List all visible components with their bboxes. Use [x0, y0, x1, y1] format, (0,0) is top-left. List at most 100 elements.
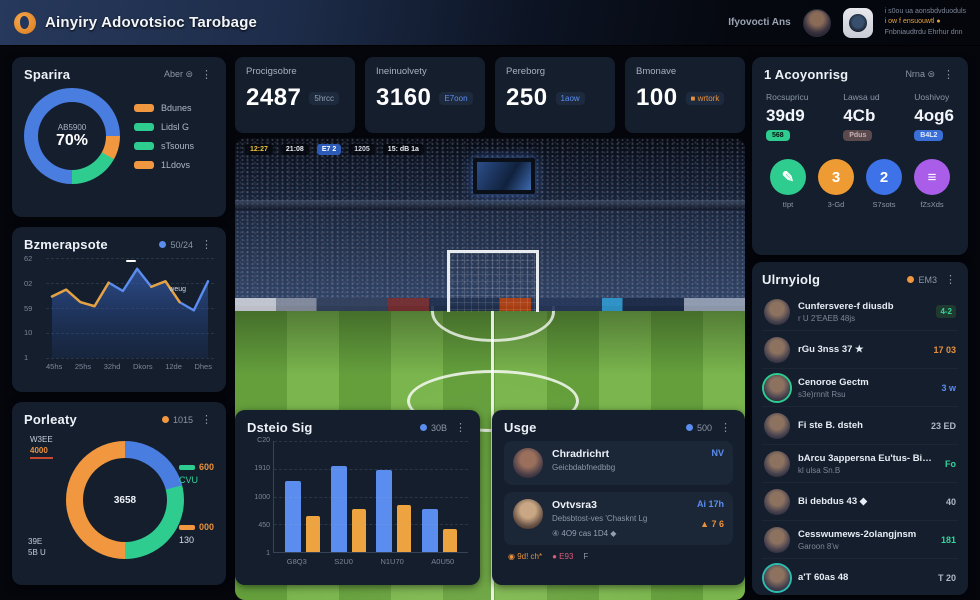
peak-marker — [126, 260, 136, 262]
legend-item: sTsouns — [134, 141, 194, 151]
scoreboard-item: 15: dB 1a — [382, 144, 424, 155]
more-menu-icon[interactable]: ⋮ — [720, 422, 731, 434]
bar-group — [285, 441, 321, 552]
user-stat: 23 ED — [930, 420, 956, 431]
more-menu-icon[interactable]: ⋮ — [945, 274, 956, 286]
stat-pill: Pdus — [843, 130, 873, 141]
app-logo-icon — [14, 11, 36, 34]
list-item[interactable]: bArcu 3appersna Eu'tus- Binuzut kl ulsa … — [762, 445, 958, 483]
card-title: Bzmerapsote — [24, 237, 108, 252]
card-meta[interactable]: Aber ⊜ — [163, 69, 193, 79]
action-button[interactable]: ✎ tIpt — [770, 159, 806, 209]
stat-card[interactable]: Ineinuolvety 3160 E7oon — [365, 57, 485, 133]
user-stat: ▲ 7 6 — [700, 519, 724, 529]
legend-swatch — [134, 141, 154, 150]
scoreboard-item: 1205 — [349, 144, 375, 155]
user-subtitle: r U 2'EAEB 48js — [798, 313, 856, 323]
bar-chart-card: Dsteio Sig 30B ⋮ C20 1910 1000 450 1 G8Q3 S2U… — [235, 410, 480, 585]
stat-badge: 5hrcc — [309, 91, 339, 105]
stat-badge: 1aow — [555, 91, 585, 105]
list-item[interactable]: Cenoroe Gectm s3e)rnnlt Rsu 3 w — [762, 369, 958, 407]
card-meta[interactable]: 1015 — [161, 415, 193, 425]
user-stat: T 20 — [937, 572, 956, 583]
list-item[interactable]: a'T 60as 48 T 20 — [762, 559, 958, 596]
more-menu-icon[interactable]: ⋮ — [943, 69, 954, 81]
status-dot — [685, 424, 693, 431]
callout-top: W3EE 4000 — [30, 435, 53, 459]
user-subtitle: kl ulsa Sn.B — [798, 465, 841, 475]
more-menu-icon[interactable]: ⋮ — [201, 414, 212, 426]
list-item[interactable]: Bi debdus 43 ◆ 40 — [762, 483, 958, 521]
bar-orange — [397, 505, 412, 552]
user-subtitle: Garoon 8'w — [798, 541, 839, 551]
user-row[interactable]: Ovtvsra3 Debsbtost-ves 'Chasknt Lg ④ 4O9… — [504, 492, 733, 545]
stadium-scoreboard: 12:27 21:08 E7 2 1205 15: dB 1a — [245, 144, 424, 155]
card-meta[interactable]: EM3 — [907, 275, 937, 285]
list-item[interactable]: Cesswumews-2olangjnsm Garoon 8'w 181 — [762, 521, 958, 559]
card-title: Ulrnyiolg — [762, 272, 821, 287]
summary-panel: 1 Acoyonrisg Nrna ⊜ ⋮ Rocsupricu 39d9 56… — [752, 57, 968, 255]
user-stat: Fo — [945, 458, 956, 469]
scoreboard-item: E7 2 — [316, 144, 342, 155]
users-card: Usge 500 ⋮ Chradrichrt Geicbdabfnedbbg N… — [492, 410, 745, 585]
action-button[interactable]: ≡ fZsXds — [914, 159, 950, 209]
number-3-icon[interactable]: 3 — [818, 159, 854, 195]
user-name: Ovtvsra3 — [552, 499, 597, 511]
action-button[interactable]: 3 3-Gd — [818, 159, 854, 209]
bar-blue — [376, 470, 393, 552]
bar-orange — [351, 508, 366, 552]
stat-card[interactable]: Pereborg 250 1aow — [495, 57, 615, 133]
card-title: Porleaty — [24, 412, 77, 427]
card-meta[interactable]: 50/24 — [159, 240, 193, 250]
org-logo-icon[interactable] — [842, 7, 873, 38]
edit-icon[interactable]: ✎ — [770, 159, 806, 195]
bar-group — [421, 441, 457, 552]
list-item[interactable]: rGu 3nss 37 ★ 17 03 — [762, 331, 958, 369]
status-dot — [907, 276, 915, 283]
user-row[interactable]: Chradrichrt Geicbdabfnedbbg NV — [504, 441, 733, 485]
user-avatar[interactable] — [802, 8, 831, 37]
legend-item: Lidsl G — [134, 122, 194, 132]
stat-value: 3160 — [376, 84, 432, 111]
card-meta[interactable]: 30B — [419, 423, 447, 433]
callout-bottom: 39E 5B U — [28, 537, 46, 557]
card-title: Sparira — [24, 67, 71, 82]
spend-donut-card: Sparira Aber ⊜ ⋮ AB5900 70% Bdunes Lidsl… — [12, 57, 226, 217]
header: Ainyiry Adovotsioc Tarobage Ifyovocti An… — [0, 0, 980, 46]
more-menu-icon[interactable]: ⋮ — [201, 69, 212, 81]
more-menu-icon[interactable]: ⋮ — [455, 422, 466, 434]
user-meta: ④ 4O9 cas 1D4 ◆ — [552, 529, 617, 538]
user-name: Chradrichrt — [552, 448, 610, 460]
stat-card[interactable]: Bmonave 100 ■ wrtork — [625, 57, 745, 133]
summary-stat: Rocsupricu 39d9 568 — [766, 92, 809, 141]
legend-swatch — [134, 160, 154, 169]
donut-center-label: AB5900 70% — [55, 122, 89, 149]
status-dot — [161, 416, 169, 423]
card-meta[interactable]: 500 — [685, 423, 712, 433]
stat-badge: E7oon — [439, 91, 473, 105]
summary-stat: Uoshivoy 4og6 B4L2 — [914, 92, 954, 141]
chart-annotation: weug — [169, 286, 186, 293]
side-legend-item: 000 130 — [178, 522, 214, 545]
list-item[interactable]: Fi ste B. dsteh 23 ED — [762, 407, 958, 445]
donut-chart — [24, 88, 120, 184]
stadium-crowd — [235, 138, 745, 306]
stat-card[interactable]: Procigsobre 2487 5hrcc — [235, 57, 355, 133]
donut-center-label: 3658 — [113, 494, 137, 506]
avatar — [764, 298, 790, 325]
list-item[interactable]: Cunfersvere-f diusdb r U 2'EAEB 48js 4-2 — [762, 293, 958, 331]
user-name: Cenoroe Gectm — [798, 376, 869, 388]
footer-badge[interactable]: ◉ 9d! ch* — [508, 552, 543, 561]
number-2-icon[interactable]: 2 — [866, 159, 902, 195]
action-button[interactable]: 2 S7sots — [866, 159, 902, 209]
footer-badge[interactable]: F — [583, 552, 589, 561]
stat-label: Procigsobre — [246, 66, 297, 77]
donut-chart — [66, 441, 184, 559]
card-meta[interactable]: Nrna ⊜ — [905, 69, 935, 79]
footer-badge[interactable]: ● E93 — [552, 552, 574, 561]
more-menu-icon[interactable]: ⋮ — [201, 239, 212, 251]
avatar — [764, 374, 790, 401]
legend-swatch — [134, 103, 154, 112]
menu-icon[interactable]: ≡ — [914, 159, 950, 195]
leaderboard-panel: Ulrnyiolg EM3 ⋮ Cunfersvere-f diusdb r U… — [752, 262, 968, 595]
